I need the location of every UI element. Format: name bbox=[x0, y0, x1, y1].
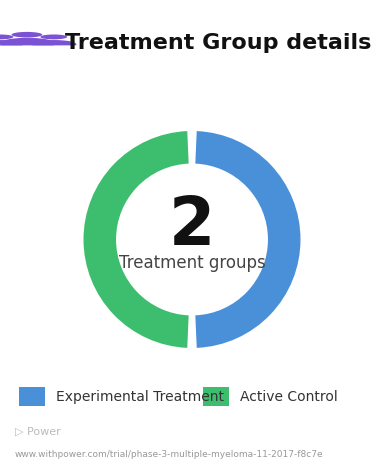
Text: 2: 2 bbox=[169, 193, 215, 259]
Wedge shape bbox=[195, 131, 301, 348]
Text: Treatment groups: Treatment groups bbox=[119, 254, 265, 272]
FancyBboxPatch shape bbox=[203, 387, 229, 406]
Circle shape bbox=[40, 34, 67, 40]
Text: www.withpower.com/trial/phase-3-multiple-myeloma-11-2017-f8c7e: www.withpower.com/trial/phase-3-multiple… bbox=[15, 450, 324, 459]
Text: Experimental Treatment: Experimental Treatment bbox=[56, 390, 223, 404]
Wedge shape bbox=[83, 131, 189, 348]
Text: Treatment Group details: Treatment Group details bbox=[65, 33, 372, 53]
Text: ▷ Power: ▷ Power bbox=[15, 426, 61, 437]
FancyBboxPatch shape bbox=[19, 387, 45, 406]
Circle shape bbox=[12, 32, 42, 38]
Text: Active Control: Active Control bbox=[240, 390, 338, 404]
Circle shape bbox=[0, 34, 13, 40]
